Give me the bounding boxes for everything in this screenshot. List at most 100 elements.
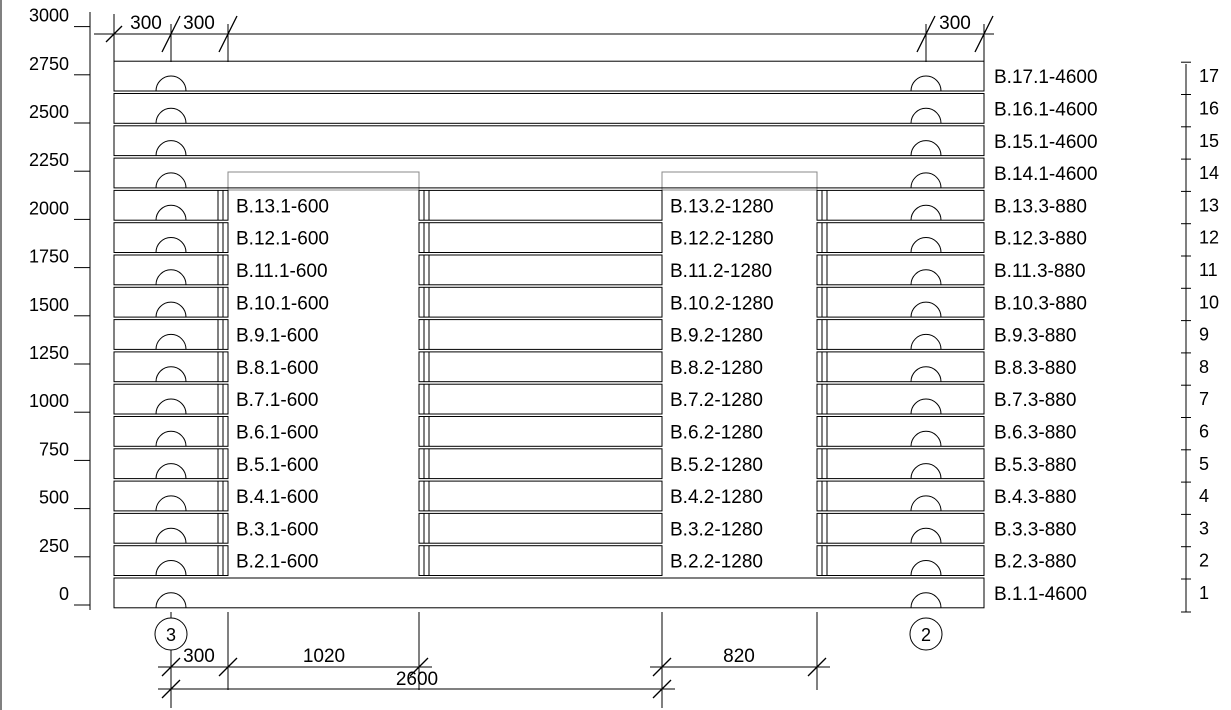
bottom-dim-text-820: 820 (723, 646, 755, 667)
notch-arch (910, 463, 942, 479)
log-left-segment (113, 351, 229, 383)
notch-arch (910, 237, 942, 253)
course-number: 6 (1199, 422, 1209, 442)
top-dim-text-1: 300 (130, 13, 162, 34)
axis-marker-2: 2 (909, 617, 943, 651)
log-left-segment (113, 448, 229, 480)
log-label: B.9.1-600 (236, 326, 318, 347)
notch-arch (155, 301, 187, 318)
course-number: 3 (1199, 518, 1209, 538)
log-label: B.1.1-4600 (994, 584, 1087, 605)
elevation-label: 2500 (29, 102, 69, 122)
log-label: B.10.1-600 (236, 293, 329, 314)
dim-tick (161, 657, 181, 677)
log-right-segment (816, 222, 985, 253)
log-label: B.11.3-880 (994, 261, 1086, 282)
log-label: B.13.2-1280 (670, 196, 774, 217)
log-left-segment (113, 319, 229, 350)
log-label: B.4.1-600 (236, 487, 318, 508)
elevation-label: 2750 (29, 54, 69, 74)
notch-arch (155, 463, 187, 479)
log-label: B.5.2-1280 (670, 455, 763, 476)
notch-arch (155, 172, 187, 188)
notch-arch (910, 430, 942, 447)
notch-arch (155, 592, 187, 608)
dim-tick (652, 679, 672, 699)
course-number: 16 (1199, 99, 1219, 119)
log-label: B.10.3-880 (994, 293, 1087, 314)
axis-marker-2-circle (909, 617, 943, 651)
log-pier-segment (418, 512, 663, 544)
notch-arch (910, 495, 942, 511)
notch-arch (155, 269, 187, 285)
dim-tick (218, 15, 238, 53)
bottom-extension-lines (170, 612, 818, 708)
notch-arch (155, 398, 187, 415)
axis-marker-3-label: 3 (166, 625, 176, 645)
log-left-segment (113, 416, 229, 447)
log-label: B.9.3-880 (994, 326, 1076, 347)
elevation-label: 1000 (29, 391, 69, 411)
course-number: 9 (1199, 325, 1209, 345)
log-label: B.5.3-880 (994, 455, 1076, 476)
dim-tick (974, 15, 994, 53)
log-full (113, 157, 985, 189)
log-label: B.6.2-1280 (670, 423, 763, 444)
dim-tick (105, 25, 123, 43)
log-pier-segment (418, 286, 663, 318)
course-number: 7 (1199, 389, 1209, 409)
log-left-segment (113, 222, 229, 253)
log-left-segment (113, 545, 229, 577)
log-label: B.12.3-880 (994, 229, 1087, 250)
log-label: B.2.1-600 (236, 552, 318, 573)
log-full (113, 577, 985, 609)
dim-tick (652, 657, 672, 677)
log-right-segment (816, 512, 985, 544)
notch-arch (155, 107, 187, 124)
course-number: 8 (1199, 357, 1209, 377)
log-label: B.11.2-1280 (670, 261, 772, 282)
dim-tick (161, 679, 181, 699)
log-pier-segment (418, 448, 663, 480)
elevation-label: 500 (39, 488, 69, 508)
log-right-segment (816, 319, 985, 350)
bottom-dimension-lines: 300 1020 820 2600 (158, 646, 830, 699)
log-right-segment (816, 383, 985, 415)
log-right-segment (816, 189, 985, 221)
elevation-label: 750 (39, 439, 69, 459)
log-label: B.10.2-1280 (670, 293, 774, 314)
course-number: 14 (1199, 163, 1219, 183)
notch-arch (155, 366, 187, 382)
log-label: B.6.3-880 (994, 423, 1076, 444)
log-label: B.7.3-880 (994, 390, 1076, 411)
log-left-segment (113, 480, 229, 512)
axis-marker-3: 3 (154, 617, 188, 651)
elevation-scale: 0 250 500 750 1000 1250 1500 1750 2000 2250 2500 27… (29, 6, 91, 610)
log-courses: B.1.1-4600 B.2.1-600 B.2.2-1280 B.2.3-880 B.… (113, 60, 1098, 609)
notch-arch (155, 140, 187, 156)
log-label: B.8.3-880 (994, 358, 1076, 379)
log-label: B.12.2-1280 (670, 229, 774, 250)
course-number: 5 (1199, 454, 1209, 474)
notch-arch (910, 398, 942, 415)
course-number: 17 (1199, 66, 1219, 86)
notch-arch (155, 495, 187, 511)
log-label: B.13.1-600 (236, 196, 329, 217)
log-right-segment (816, 416, 985, 447)
top-dimension-line: 300 300 300 (94, 13, 994, 62)
top-dim-text-2: 300 (183, 13, 215, 34)
log-label: B.6.1-600 (236, 423, 318, 444)
window-1-sill (227, 171, 420, 191)
log-left-segment (113, 189, 229, 221)
axis-marker-3-circle (154, 617, 188, 651)
notch-arch (910, 301, 942, 318)
course-number: 13 (1199, 195, 1219, 215)
log-pier-segment (418, 351, 663, 383)
log-right-segment (816, 286, 985, 318)
log-full (113, 93, 985, 124)
log-pier-segment (418, 189, 663, 221)
log-label: B.16.1-4600 (994, 100, 1098, 121)
log-label: B.8.2-1280 (670, 358, 763, 379)
notch-arch (155, 527, 187, 544)
notch-arch (155, 204, 187, 221)
